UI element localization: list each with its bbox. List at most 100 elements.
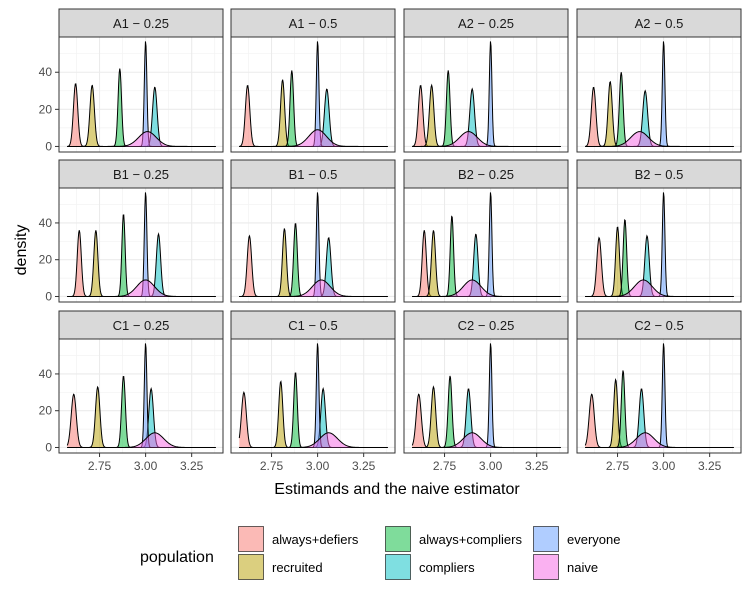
density-area [412,230,561,297]
legend-entry: naive [533,554,598,580]
legend-entry: everyone [533,526,620,552]
facet-strip [58,310,224,340]
facet-strip-label: C1 − 0.5 [288,318,338,333]
density-area [585,432,734,448]
panel-background [577,339,741,453]
panel-background [231,339,395,453]
panel-border [230,338,396,454]
density-line [412,131,561,147]
panel-background [231,188,395,302]
x-tick-label: 3.25 [352,459,376,473]
legend-key [533,554,559,580]
facet-panel: C1 − 0.25 [58,310,224,454]
y-axis-ticks: 0 20 40 0 20 40 0 20 40 [39,65,59,454]
density-area [412,432,561,448]
facet-panel: A2 − 0.25 [403,8,569,153]
panel-border [576,187,742,303]
density-area [67,432,216,448]
panel-border [403,187,569,303]
y-tick-label: 40 [39,216,53,230]
facet-panel: B1 − 0.5 [230,159,396,303]
facet-strip-label: A2 − 0.25 [458,16,514,31]
y-tick-label: 20 [39,102,53,116]
facet-panel: B1 − 0.25 [58,159,224,303]
density-area [585,370,734,448]
density-area [67,386,216,448]
legend-label: recruited [272,560,323,575]
panel-background [577,37,741,152]
density-area [67,230,216,297]
density-area [239,279,388,297]
density-line [239,432,388,448]
facet-strip-label: B1 − 0.25 [113,167,169,182]
panel-background [59,37,223,152]
density-line [67,279,216,297]
density-line [585,131,734,147]
density-area [239,129,388,147]
facet-strip-label: A2 − 0.5 [635,16,684,31]
y-axis-title: density [13,225,30,276]
panel-border [58,36,224,153]
density-area [67,230,216,297]
x-tick-label: 3.00 [134,459,158,473]
legend-key [238,554,264,580]
panel-border [576,36,742,153]
x-tick-label: 2.75 [260,459,284,473]
legend-title: population [140,549,214,566]
panel-background [404,339,568,453]
density-line [67,432,216,448]
panel-border [230,187,396,303]
facet-panel: A1 − 0.5 [230,8,396,153]
y-tick-label: 40 [39,367,53,381]
facet-strip [230,8,396,38]
legend-key [385,526,411,552]
facet-panel: A1 − 0.25 [58,8,224,153]
density-line [67,131,216,147]
legend-key [385,554,411,580]
legend-entry: compliers [385,554,475,580]
panel-border [403,338,569,454]
density-area [585,379,734,448]
legend-label: compliers [419,560,475,575]
x-tick-label: 3.25 [698,459,722,473]
legend-entries: always+defiers recruited always+compliers c… [238,526,620,580]
x-axis-ticks: 2.75 3.00 3.25 2.75 3.00 3.25 2.75 3.00 3.25 2.75… [88,453,722,473]
density-line [585,432,734,448]
x-tick-label: 3.00 [479,459,503,473]
panel-background [577,188,741,302]
x-tick-label: 3.00 [306,459,330,473]
panel-border [58,187,224,303]
legend: population always+defiersrecruitedalways… [140,526,620,580]
x-tick-label: 3.00 [652,459,676,473]
facet-panel: C2 − 0.25 [403,310,569,454]
facet-strip [576,310,742,340]
panel-border [230,36,396,153]
y-tick-label: 20 [39,404,53,418]
facet-strip [58,159,224,189]
facet-panel: B2 − 0.5 [576,159,742,303]
facet-strip [403,310,569,340]
facet-strip-label: A1 − 0.25 [113,16,169,31]
facet-panels: A1 − 0.25 A1 − 0.5 A2 − 0.25 A2 − 0.5 B1 − 0… [58,8,742,454]
density-line [239,279,388,297]
facet-panel: C1 − 0.5 [230,310,396,454]
facet-strip-label: B2 − 0.5 [635,167,684,182]
x-tick-label: 2.75 [88,459,112,473]
x-tick-label: 2.75 [433,459,457,473]
facet-strip-label: C2 − 0.25 [458,318,515,333]
density-area [412,375,561,448]
density-area [412,279,561,297]
x-tick-label: 3.25 [180,459,204,473]
panel-border [58,338,224,454]
legend-label: always+compliers [419,532,522,547]
facet-panel: A2 − 0.5 [576,8,742,153]
density-line [412,279,561,297]
y-tick-label: 20 [39,253,53,267]
panel-border [576,338,742,454]
facet-strip [230,159,396,189]
x-tick-label: 2.75 [606,459,630,473]
y-tick-label: 0 [45,289,52,303]
x-tick-label: 3.25 [525,459,549,473]
facet-strip-label: B2 − 0.25 [458,167,514,182]
